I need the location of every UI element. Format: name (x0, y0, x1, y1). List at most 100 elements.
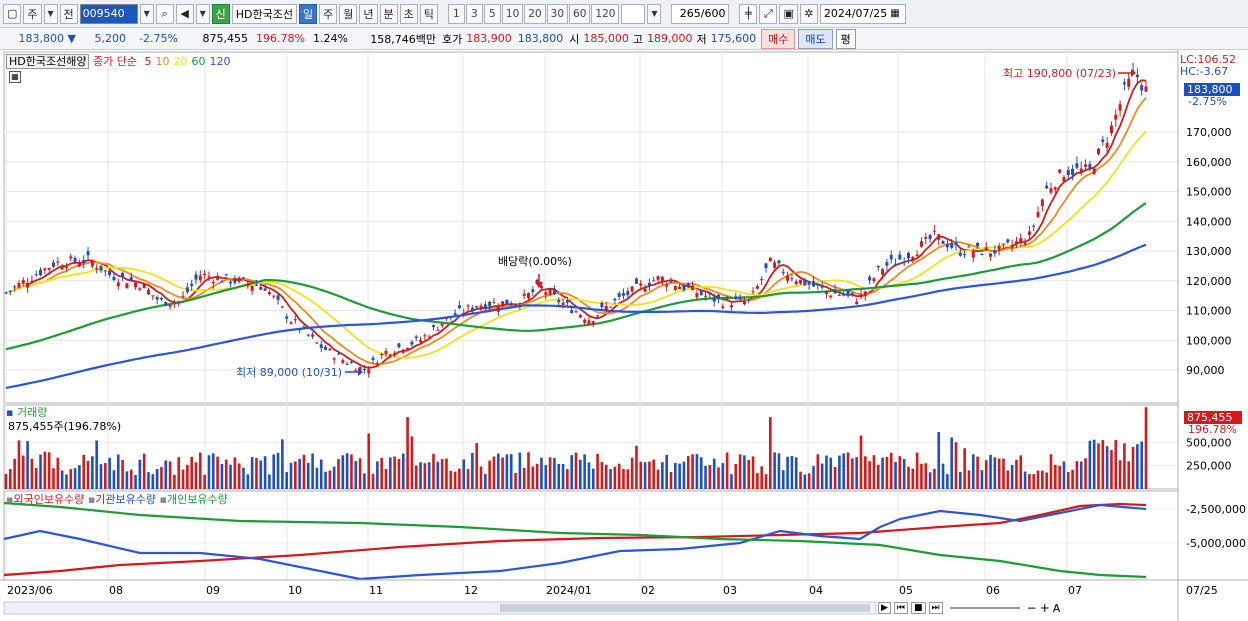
speaker-icon[interactable]: ◀ (175, 3, 194, 24)
volume-bar (142, 453, 146, 489)
volume-bar (285, 472, 288, 489)
interval-button-3[interactable]: 3 (465, 3, 483, 24)
interval-button-5[interactable]: 5 (483, 3, 501, 24)
ma-60-legend[interactable]: 60 (191, 55, 206, 68)
stock-code-input[interactable]: 009540 (79, 3, 138, 24)
volume-bar (838, 455, 841, 489)
fast-forward-icon[interactable]: ⏭ (928, 602, 943, 614)
period-tab-2[interactable]: 월 (339, 3, 358, 24)
gear-icon[interactable]: ✲ (799, 3, 818, 24)
interval-custom-field[interactable] (621, 3, 646, 24)
candle-body (172, 302, 176, 304)
candle-body (928, 235, 932, 240)
interval-dropdown-icon[interactable]: ▼ (647, 3, 662, 24)
volume-bar (21, 455, 25, 489)
candle-body (1027, 231, 1031, 236)
stock-name-label[interactable]: HD한국조선해양 (6, 54, 90, 69)
market-select[interactable]: 주 (23, 3, 42, 24)
volume-bar (116, 454, 120, 489)
stop-icon[interactable]: ■ (911, 602, 926, 614)
volume-bar (432, 453, 435, 489)
period-tab-6[interactable]: 틱 (419, 3, 438, 24)
zoom-in-icon[interactable]: + (1039, 601, 1050, 615)
date-field[interactable]: 2024/07/25 ▦ (819, 3, 906, 24)
ma-5-legend[interactable]: 5 (144, 55, 152, 68)
volume-bar (777, 453, 781, 489)
volume-bar (341, 455, 345, 489)
candle-body (725, 297, 729, 299)
chart-scrollbar-thumb[interactable] (500, 604, 870, 612)
interval-button-60[interactable]: 60 (569, 3, 591, 24)
volume-bar (1097, 443, 1100, 489)
candle-body (345, 363, 349, 365)
calendar-icon[interactable]: ▦ (890, 8, 900, 19)
interval-button-1[interactable]: 1 (447, 3, 465, 24)
sell-button[interactable]: 매도 (798, 28, 833, 49)
candle-body (34, 274, 38, 276)
candle-body (833, 289, 837, 294)
volume-bar (699, 457, 703, 489)
search-icon[interactable]: ⌕ (155, 3, 174, 24)
interval-button-20[interactable]: 20 (524, 3, 546, 24)
data-count-field[interactable]: 265/600 (671, 3, 730, 24)
interval-button-120[interactable]: 120 (591, 3, 620, 24)
period-tab-0[interactable]: 일 (299, 3, 318, 24)
volume-bar (915, 452, 919, 489)
buy-button[interactable]: 매수 (761, 28, 796, 49)
individual-holding-label: 개인보유수량 (166, 493, 228, 506)
indicator-icon[interactable]: ⤢ (759, 3, 778, 24)
volume-bar (345, 453, 349, 489)
candle-body (902, 261, 906, 263)
period-tab-3[interactable]: 년 (359, 3, 378, 24)
save-icon[interactable]: ▣ (779, 3, 798, 24)
ma-20-legend[interactable]: 20 (173, 55, 188, 68)
scroll-right-icon[interactable]: ▶ (878, 602, 891, 614)
volume-bar (151, 474, 155, 489)
candle-body (561, 302, 565, 305)
table-icon[interactable]: ▦ (9, 71, 21, 83)
zoom-slider[interactable] (949, 607, 1020, 609)
chart-type-icon[interactable]: ╪ (739, 3, 758, 24)
market-dropdown-icon[interactable]: ▼ (43, 3, 58, 24)
stock-name-field[interactable]: HD한국조선 (231, 3, 298, 24)
period-tab-1[interactable]: 주 (319, 3, 338, 24)
volume-bar (967, 470, 971, 489)
volume-bar (250, 457, 254, 489)
holding-tick-label: -5,000,000 (1186, 537, 1246, 550)
period-tab-4[interactable]: 분 (379, 3, 398, 24)
volume-bar (518, 452, 522, 489)
volume-bar (743, 455, 746, 489)
x-axis-label: 2023/06 (7, 584, 53, 597)
ma-120-legend[interactable]: 120 (209, 55, 231, 68)
zoom-out-icon[interactable]: − (1026, 601, 1037, 615)
ma-10-legend[interactable]: 10 (155, 55, 170, 68)
code-dropdown-icon[interactable]: ▼ (139, 3, 154, 24)
window-icon[interactable]: ▢ (3, 3, 22, 24)
candle-body (358, 366, 362, 371)
stock-chart[interactable]: 170,000 160,000 150,000 140,000 130,000 120,0… (0, 50, 1248, 621)
candle-body (17, 283, 21, 288)
volume-bar (168, 461, 172, 489)
average-button[interactable]: 평 (835, 28, 856, 49)
volume-bar (553, 458, 556, 489)
volume-bar (1023, 471, 1027, 489)
rewind-icon[interactable]: ⏮ (893, 602, 909, 614)
interval-button-10[interactable]: 10 (501, 3, 524, 24)
volume-badge-pct: 196.78% (1188, 423, 1237, 436)
volume-bar (725, 452, 729, 489)
candle-body (639, 283, 643, 286)
candle-body (522, 293, 526, 296)
volume-bar (876, 464, 880, 489)
volume-bar (73, 468, 77, 489)
volume-bar (540, 457, 543, 489)
candle-body (1092, 168, 1096, 175)
text-tool-icon[interactable]: A (1052, 601, 1061, 615)
speaker-dropdown-icon[interactable]: ▼ (195, 3, 210, 24)
volume-bar (414, 465, 418, 489)
period-tab-5[interactable]: 초 (399, 3, 418, 24)
interval-button-30[interactable]: 30 (546, 3, 569, 24)
volume-bar (125, 471, 129, 489)
volume-bar (47, 452, 51, 489)
volume-tick-label: 250,000 (1186, 460, 1232, 473)
prev-button[interactable]: 전 (59, 3, 78, 24)
